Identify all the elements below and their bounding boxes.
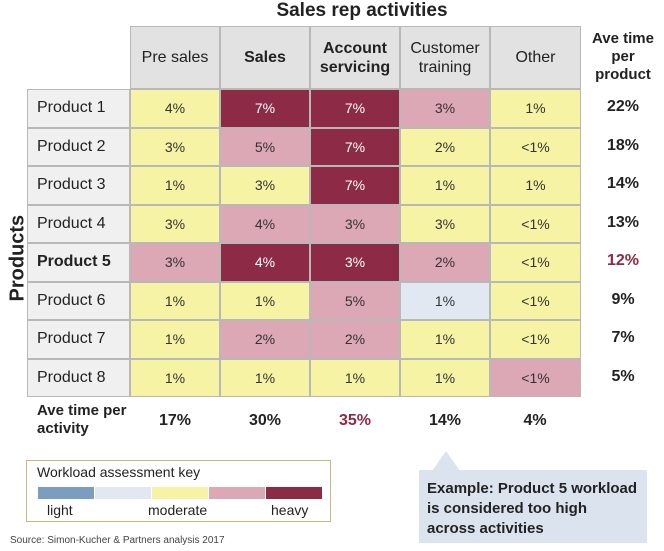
table-cell: 1% (490, 166, 581, 205)
table-cell: <1% (490, 243, 581, 282)
table-cell: 5% (310, 281, 400, 320)
ave-time-per-activity-value: 30% (248, 412, 282, 429)
table-cell: 7% (220, 89, 310, 128)
key-label-light: light (47, 502, 73, 518)
table-cell: 2% (400, 243, 490, 282)
workload-key-box (26, 460, 331, 522)
column-header: Sales (220, 26, 310, 89)
table-cell: 2% (310, 320, 400, 359)
row-header: Product 5 (27, 243, 130, 282)
table-cell: 1% (400, 281, 490, 320)
table-cell: <1% (490, 204, 581, 243)
row-header: Product 8 (27, 358, 130, 397)
table-cell: 1% (130, 281, 220, 320)
table-cell: 3% (130, 243, 220, 282)
table-cell: 7% (310, 89, 400, 128)
chart-title: Sales rep activities (276, 0, 448, 21)
key-swatch-light (38, 487, 94, 499)
column-header: Other (490, 26, 581, 89)
table-cell: 3% (400, 89, 490, 128)
table-cell: 1% (400, 166, 490, 205)
column-header: Account servicing (310, 26, 400, 89)
ave-time-per-activity-value: 14% (428, 412, 462, 429)
table-cell: 3% (310, 243, 400, 282)
table-cell: 1% (400, 358, 490, 397)
table-cell: 1% (310, 358, 400, 397)
table-cell: 3% (400, 204, 490, 243)
table-cell: <1% (490, 358, 581, 397)
table-cell: 4% (220, 204, 310, 243)
row-header: Product 2 (27, 127, 130, 166)
row-header: Product 1 (27, 89, 130, 128)
table-cell: 4% (130, 89, 220, 128)
ave-time-per-activity-value: 4% (523, 412, 547, 429)
table-cell: 1% (130, 320, 220, 359)
example-callout: Example: Product 5 workload is considere… (419, 470, 647, 543)
ave-time-per-product-value: 13% (606, 213, 640, 231)
ave-time-per-product-value: 18% (606, 136, 640, 154)
table-cell: 2% (220, 320, 310, 359)
column-header: Pre sales (130, 26, 220, 89)
table-cell: 1% (220, 281, 310, 320)
key-swatch-light-moderate (95, 487, 151, 499)
ave-time-per-product-value: 22% (606, 98, 640, 115)
ave-time-per-activity-label: Ave time per activity (37, 402, 127, 437)
row-header: Product 3 (27, 166, 130, 205)
key-label-moderate: moderate (148, 502, 208, 518)
ave-time-per-product-header: Ave time per product (592, 30, 654, 83)
table-cell: 3% (130, 204, 220, 243)
table-cell: 7% (310, 166, 400, 205)
table-cell: 4% (220, 243, 310, 282)
callout-pointer (432, 451, 460, 471)
table-cell: <1% (490, 320, 581, 359)
key-swatch-mid (209, 487, 265, 499)
table-cell: <1% (490, 281, 581, 320)
table-cell: 1% (130, 166, 220, 205)
table-cell: <1% (490, 127, 581, 166)
table-cell: 1% (130, 358, 220, 397)
table-cell: 1% (220, 358, 310, 397)
table-cell: 1% (400, 320, 490, 359)
table-cell: 2% (400, 127, 490, 166)
table-cell: 7% (310, 127, 400, 166)
ave-time-per-product-value: 7% (611, 329, 635, 346)
ave-time-per-product-value: 5% (611, 367, 635, 385)
table-cell: 3% (130, 127, 220, 166)
table-cell: 5% (220, 127, 310, 166)
table-cell: 1% (490, 89, 581, 128)
table-cell: 3% (220, 166, 310, 205)
source-note: Source: Simon-Kucher & Partners analysis… (10, 535, 225, 546)
ave-time-per-activity-value: 17% (158, 412, 192, 429)
row-header: Product 6 (27, 281, 130, 320)
key-swatch-moderate (152, 487, 208, 499)
ave-time-per-product-value: 9% (611, 290, 635, 308)
row-header: Product 7 (27, 320, 130, 359)
row-header: Product 4 (27, 204, 130, 243)
table-cell: 3% (310, 204, 400, 243)
column-header: Customer training (400, 26, 490, 89)
key-swatch-heavy (266, 487, 322, 499)
workload-key-title: Workload assessment key (37, 464, 201, 480)
ave-time-per-activity-value: 35% (338, 412, 372, 429)
ave-time-per-product-value: 12% (606, 252, 640, 269)
key-label-heavy: heavy (271, 502, 309, 518)
ave-time-per-product-value: 14% (606, 175, 640, 192)
